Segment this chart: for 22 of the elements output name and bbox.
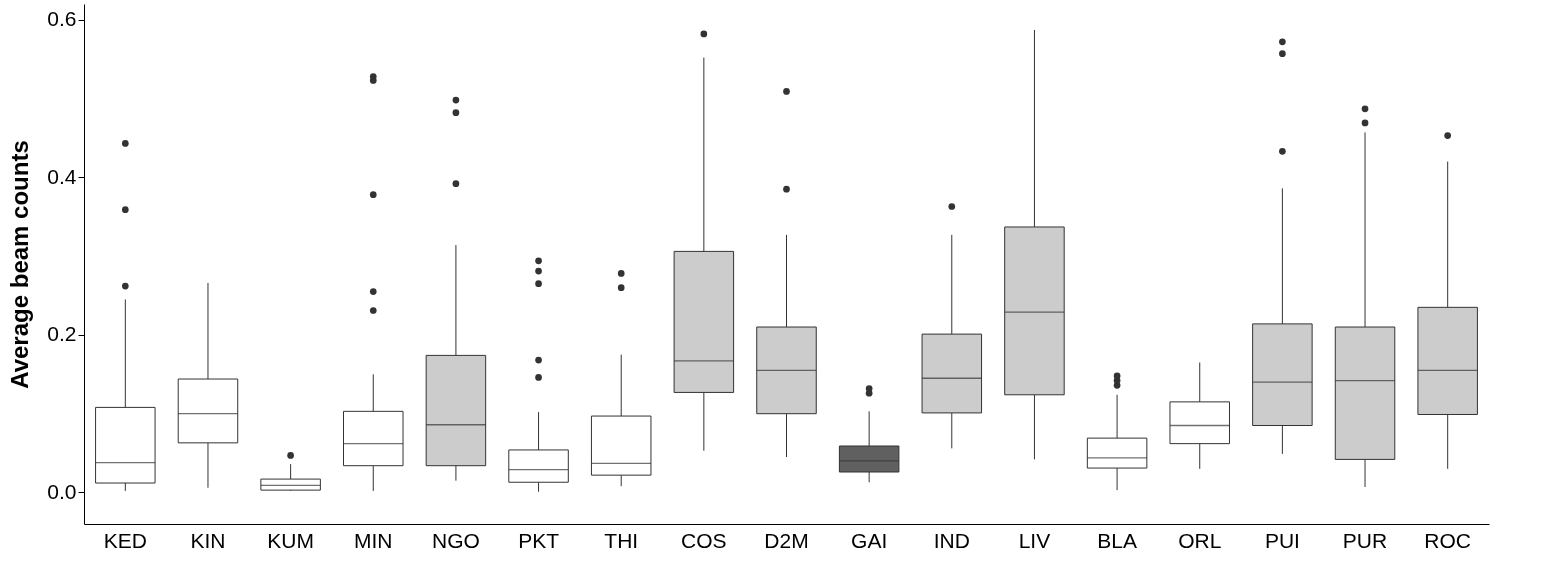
x-tick-label: IND	[933, 528, 970, 552]
x-tick-label: KUM	[267, 528, 314, 552]
x-tick-label: PUR	[1342, 528, 1388, 552]
x-tick-label: PKT	[518, 528, 560, 552]
x-tick-label: KIN	[190, 528, 226, 552]
y-tick-label: 0.0	[47, 479, 77, 503]
y-tick-label: 0.4	[47, 164, 77, 188]
x-tick-label: PUI	[1264, 528, 1300, 552]
x-tick-label: D2M	[764, 528, 809, 552]
y-axis-title: Average beam counts	[6, 140, 34, 389]
x-tick-label: ROC	[1424, 528, 1472, 552]
x-tick-label: THI	[604, 528, 639, 552]
x-tick-label: GAI	[851, 528, 888, 552]
x-tick-label: COS	[681, 528, 727, 552]
x-tick-label: LIV	[1018, 528, 1051, 552]
x-tick-label: MIN	[354, 528, 393, 552]
x-tick-label: NGO	[431, 528, 480, 552]
y-tick-label: 0.6	[47, 7, 77, 31]
x-tick-label: ORL	[1178, 528, 1222, 552]
y-tick-label: 0.2	[47, 322, 77, 346]
x-tick-label: BLA	[1097, 528, 1137, 552]
x-tick-label: KED	[103, 528, 147, 552]
